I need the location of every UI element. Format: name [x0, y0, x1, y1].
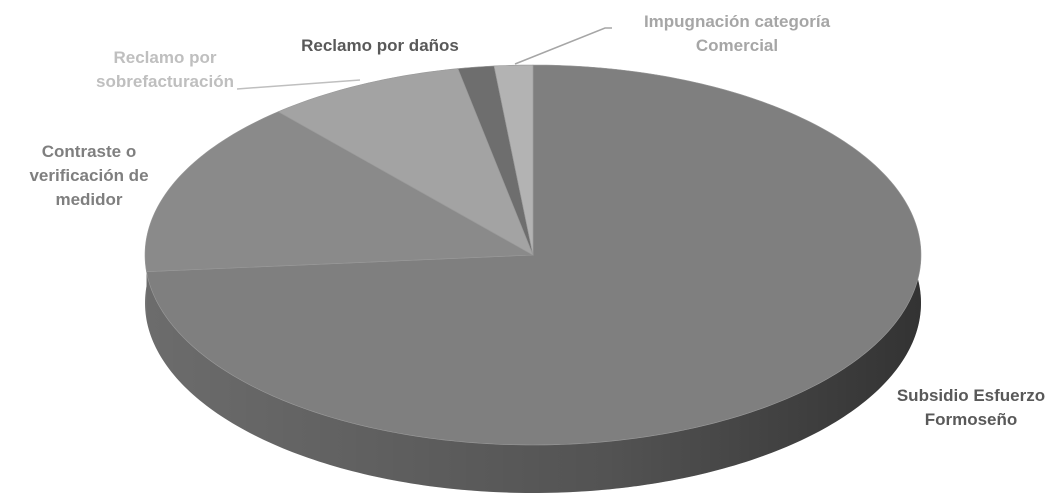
- slice-label: Subsidio Esfuerzo Formoseño: [896, 386, 1046, 429]
- leader-line: [236, 79, 361, 90]
- slice-label: Contraste o verificación de medidor: [29, 142, 149, 209]
- slice: [277, 68, 534, 256]
- slice: [457, 65, 534, 256]
- slice-label: Reclamo por sobrefacturación: [96, 48, 234, 91]
- pie-tops: [144, 64, 922, 446]
- slice: [493, 64, 534, 256]
- slice: [144, 111, 535, 273]
- slice: [146, 64, 922, 446]
- slice-label: Impugnación categoría Comercial: [643, 12, 831, 55]
- slice-label: Reclamo por daños: [301, 36, 459, 55]
- leader-line: [514, 27, 612, 65]
